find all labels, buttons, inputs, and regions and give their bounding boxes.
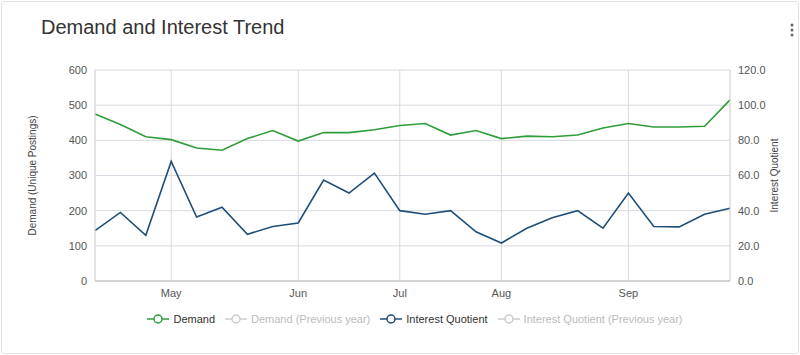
svg-text:120.0: 120.0 <box>738 64 766 76</box>
svg-text:Sep: Sep <box>619 287 639 299</box>
html-text:Demand: Demand <box>173 313 215 325</box>
svg-text:Demand (Unique Postings): Demand (Unique Postings) <box>27 115 38 235</box>
svg-text:40.0: 40.0 <box>738 205 759 217</box>
svg-text:80.0: 80.0 <box>738 134 759 146</box>
svg-text:Jun: Jun <box>289 287 307 299</box>
svg-text:100: 100 <box>69 240 87 252</box>
svg-text:Aug: Aug <box>492 287 512 299</box>
svg-text:100.0: 100.0 <box>738 99 766 111</box>
svg-text:May: May <box>161 287 182 299</box>
svg-text:300: 300 <box>69 169 87 181</box>
svg-text:Interest Quotient: Interest Quotient <box>769 138 780 212</box>
html-text:Demand (Previous year): Demand (Previous year) <box>251 313 371 325</box>
html-text:Interest Quotient (Previous ye: Interest Quotient (Previous year) <box>523 313 683 325</box>
svg-text:200: 200 <box>69 205 87 217</box>
svg-text:500: 500 <box>69 99 87 111</box>
svg-text:0: 0 <box>81 275 87 287</box>
svg-text:600: 600 <box>69 64 87 76</box>
html-text:Demand and Interest Trend: Demand and Interest Trend <box>41 16 285 38</box>
svg-text:60.0: 60.0 <box>738 169 759 181</box>
svg-text:0.0: 0.0 <box>738 275 753 287</box>
svg-text:Jul: Jul <box>393 287 407 299</box>
svg-text:400: 400 <box>69 134 87 146</box>
svg-text:20.0: 20.0 <box>738 240 759 252</box>
html-text:Interest Quotient: Interest Quotient <box>406 313 488 325</box>
